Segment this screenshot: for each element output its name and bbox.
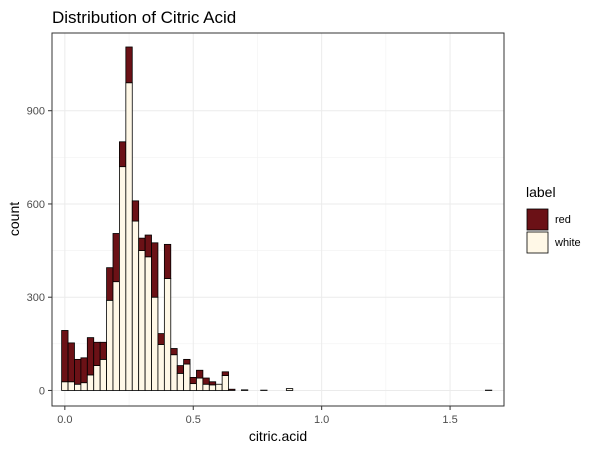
legend-label-white: white bbox=[554, 237, 581, 249]
bar-red bbox=[221, 371, 229, 376]
bar-red bbox=[74, 358, 82, 385]
plot-border bbox=[51, 32, 505, 407]
bar-white bbox=[151, 296, 159, 391]
bar-red bbox=[157, 333, 165, 345]
bar-white bbox=[189, 383, 197, 391]
x-tick-label: 0.0 bbox=[57, 414, 72, 426]
bar-white bbox=[119, 166, 127, 391]
bar-red bbox=[61, 330, 69, 383]
bar-red bbox=[119, 141, 127, 168]
legend-title: label bbox=[526, 184, 556, 200]
bar-white bbox=[99, 358, 107, 391]
bar-white bbox=[208, 384, 217, 391]
bar-white bbox=[125, 82, 133, 391]
chart-title: Distribution of Citric Acid bbox=[52, 8, 236, 27]
x-tick-label: 1.5 bbox=[442, 414, 457, 426]
bar-white bbox=[80, 382, 88, 391]
bar-white bbox=[196, 377, 204, 391]
bars bbox=[61, 46, 493, 391]
bar-red bbox=[176, 365, 185, 374]
y-axis-label: count bbox=[6, 202, 22, 236]
bar-white bbox=[241, 389, 249, 391]
x-tick-label: 0.5 bbox=[186, 414, 201, 426]
bar-red bbox=[93, 341, 101, 366]
bar-white bbox=[176, 372, 185, 391]
bar-red bbox=[112, 233, 120, 283]
legend-label-red: red bbox=[555, 214, 571, 226]
bar-red bbox=[151, 242, 159, 298]
bar-red bbox=[106, 267, 114, 301]
bar-red bbox=[170, 348, 178, 356]
bar-white bbox=[112, 281, 120, 391]
bar-red bbox=[202, 377, 210, 385]
axes: 0.0 0.5 1.0 1.5 0 300 600 900 bbox=[27, 32, 505, 426]
bar-red bbox=[189, 377, 197, 385]
bar-white bbox=[215, 383, 223, 391]
x-tick-label: 1.0 bbox=[314, 414, 329, 426]
bar-white bbox=[86, 374, 95, 391]
bar-red bbox=[183, 358, 191, 365]
bar-white bbox=[183, 363, 191, 391]
bar-red bbox=[99, 341, 107, 360]
bar-red bbox=[80, 357, 88, 384]
bar-white bbox=[170, 354, 178, 391]
bar-white bbox=[93, 365, 101, 391]
y-tick-label: 900 bbox=[27, 106, 45, 118]
bar-white bbox=[202, 383, 210, 391]
bar-white bbox=[163, 278, 172, 391]
bar-white bbox=[106, 299, 114, 391]
bar-white bbox=[131, 220, 140, 391]
bar-red bbox=[144, 234, 152, 258]
bar-white bbox=[67, 381, 75, 391]
bar-white bbox=[138, 250, 146, 391]
bar-red bbox=[86, 337, 95, 376]
bar-white bbox=[157, 344, 165, 391]
bar-white bbox=[221, 375, 229, 391]
bar-white bbox=[74, 383, 82, 391]
y-tick-label: 300 bbox=[27, 292, 45, 304]
legend-swatch-white bbox=[526, 231, 549, 254]
legend-swatch-red bbox=[526, 208, 549, 231]
bar-white bbox=[61, 381, 69, 391]
x-axis-label: citric.acid bbox=[249, 428, 307, 444]
bar-red bbox=[228, 388, 236, 391]
bar-red bbox=[196, 369, 204, 379]
legend: label red white bbox=[526, 184, 581, 254]
y-tick-label: 600 bbox=[27, 199, 45, 211]
bar-white bbox=[285, 388, 294, 391]
bar-red bbox=[138, 237, 146, 251]
bar-white bbox=[144, 256, 152, 391]
bar-red bbox=[163, 243, 172, 279]
bar-red bbox=[67, 342, 75, 383]
bar-red bbox=[131, 200, 140, 222]
bar-red bbox=[208, 381, 217, 386]
y-tick-label: 0 bbox=[39, 385, 45, 397]
bar-red bbox=[125, 46, 133, 84]
